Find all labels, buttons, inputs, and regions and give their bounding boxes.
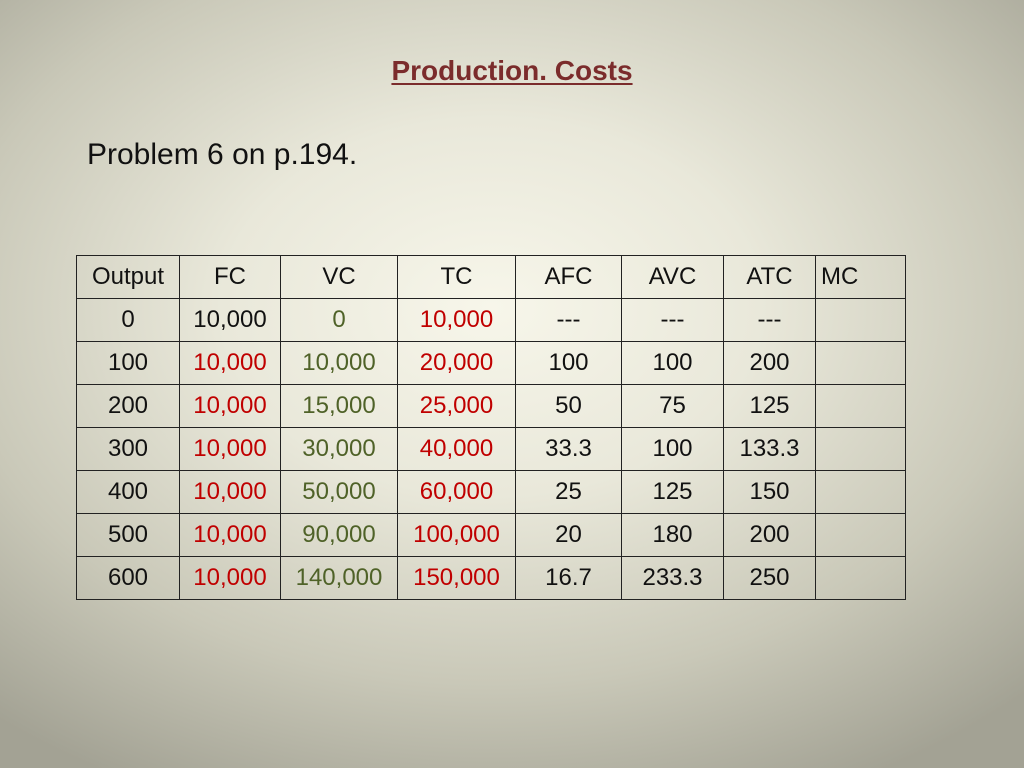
header-vc: VC	[280, 255, 398, 299]
cell-mc	[815, 470, 906, 514]
cell-fc: 10,000	[179, 341, 281, 385]
cell-vc: 90,000	[280, 513, 398, 557]
cell-vc: 30,000	[280, 427, 398, 471]
cell-fc: 10,000	[179, 556, 281, 600]
cell-output: 500	[76, 513, 180, 557]
cell-vc: 50,000	[280, 470, 398, 514]
cell-avc: 75	[621, 384, 724, 428]
cell-fc: 10,000	[179, 470, 281, 514]
header-output: Output	[76, 255, 180, 299]
cell-atc: 200	[723, 513, 816, 557]
header-afc: AFC	[515, 255, 622, 299]
cell-output: 200	[76, 384, 180, 428]
cell-output: 400	[76, 470, 180, 514]
problem-reference: Problem 6 on p.194.	[87, 138, 358, 171]
cell-afc: 33.3	[515, 427, 622, 471]
cell-mc	[815, 298, 906, 342]
header-fc: FC	[179, 255, 281, 299]
cell-vc: 140,000	[280, 556, 398, 600]
table-row: 200 10,000 15,000 25,000 50 75 125	[76, 384, 906, 428]
cell-output: 300	[76, 427, 180, 471]
cell-tc: 40,000	[397, 427, 516, 471]
table-row: 400 10,000 50,000 60,000 25 125 150	[76, 470, 906, 514]
cell-atc: 150	[723, 470, 816, 514]
cell-avc: 233.3	[621, 556, 724, 600]
cell-mc	[815, 556, 906, 600]
table-row: 100 10,000 10,000 20,000 100 100 200	[76, 341, 906, 385]
cell-vc: 15,000	[280, 384, 398, 428]
table-row: 600 10,000 140,000 150,000 16.7 233.3 25…	[76, 556, 906, 600]
cell-fc: 10,000	[179, 298, 281, 342]
cell-tc: 20,000	[397, 341, 516, 385]
cell-tc: 100,000	[397, 513, 516, 557]
cell-afc: 50	[515, 384, 622, 428]
cell-avc: 100	[621, 427, 724, 471]
table-row: 0 10,000 0 10,000 --- --- ---	[76, 298, 906, 342]
cell-output: 600	[76, 556, 180, 600]
table-header-row: Output FC VC TC AFC AVC ATC MC	[76, 255, 906, 299]
cell-afc: ---	[515, 298, 622, 342]
cell-mc	[815, 427, 906, 471]
cell-tc: 60,000	[397, 470, 516, 514]
table-row: 500 10,000 90,000 100,000 20 180 200	[76, 513, 906, 557]
cell-vc: 0	[280, 298, 398, 342]
cell-avc: ---	[621, 298, 724, 342]
cell-tc: 150,000	[397, 556, 516, 600]
cell-avc: 100	[621, 341, 724, 385]
cell-atc: ---	[723, 298, 816, 342]
cell-afc: 25	[515, 470, 622, 514]
cell-output: 100	[76, 341, 180, 385]
cell-fc: 10,000	[179, 384, 281, 428]
header-mc: MC	[815, 255, 906, 299]
cell-afc: 100	[515, 341, 622, 385]
cell-fc: 10,000	[179, 427, 281, 471]
cell-atc: 200	[723, 341, 816, 385]
slide-title: Production. Costs	[391, 55, 633, 86]
cell-tc: 25,000	[397, 384, 516, 428]
cell-atc: 250	[723, 556, 816, 600]
cell-mc	[815, 513, 906, 557]
cell-fc: 10,000	[179, 513, 281, 557]
cell-atc: 133.3	[723, 427, 816, 471]
cell-mc	[815, 341, 906, 385]
cell-tc: 10,000	[397, 298, 516, 342]
cell-vc: 10,000	[280, 341, 398, 385]
cell-afc: 16.7	[515, 556, 622, 600]
header-avc: AVC	[621, 255, 724, 299]
cell-avc: 125	[621, 470, 724, 514]
table-row: 300 10,000 30,000 40,000 33.3 100 133.3	[76, 427, 906, 471]
costs-table: Output FC VC TC AFC AVC ATC MC 0 10,000 …	[76, 255, 906, 600]
cell-output: 0	[76, 298, 180, 342]
cell-mc	[815, 384, 906, 428]
cell-avc: 180	[621, 513, 724, 557]
header-tc: TC	[397, 255, 516, 299]
header-atc: ATC	[723, 255, 816, 299]
cell-afc: 20	[515, 513, 622, 557]
cell-atc: 125	[723, 384, 816, 428]
